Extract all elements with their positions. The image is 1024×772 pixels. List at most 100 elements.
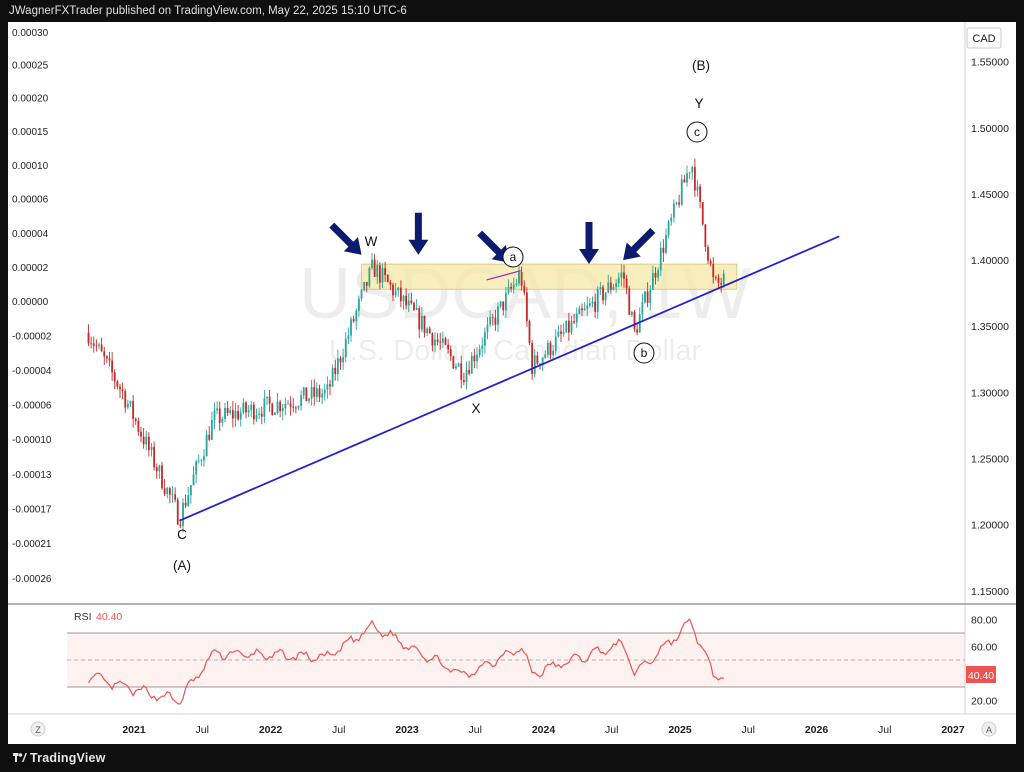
candle-body	[670, 217, 673, 222]
candle-body	[473, 355, 476, 362]
candle-body	[418, 308, 421, 330]
time-tick-label: Jul	[469, 724, 482, 736]
candle-body	[111, 360, 114, 373]
candle-body	[407, 300, 410, 306]
time-tick-label: Jul	[605, 724, 618, 736]
candle-body	[184, 502, 187, 506]
candle-body	[98, 344, 100, 346]
chart-svg[interactable]: USDCAD, 1W U.S. Dollar / Canadian Dollar…	[8, 22, 1016, 744]
candle-body	[342, 357, 345, 363]
candle-body	[570, 321, 573, 333]
candle-body	[297, 406, 300, 408]
candle-body	[649, 289, 652, 303]
candle-body	[657, 270, 660, 278]
candle-body	[546, 342, 549, 355]
price-tick-label: 1.20000	[971, 520, 1009, 532]
left-scale-label: 0.00020	[12, 93, 49, 104]
candle-body	[667, 221, 670, 236]
candle-body	[171, 494, 174, 496]
arrow-down-icon	[623, 227, 656, 261]
candle-body	[510, 286, 513, 289]
candle-body	[218, 408, 221, 423]
candle-body	[174, 494, 177, 500]
candle-body	[717, 277, 720, 284]
wave-label-Y: Y	[694, 96, 703, 111]
arrow-down-icon	[477, 230, 510, 263]
candle-body	[531, 343, 534, 374]
candle-body	[638, 314, 641, 333]
price-tick-label: 1.35000	[971, 321, 1009, 333]
candle-body	[92, 343, 95, 346]
candle-body	[536, 355, 539, 364]
candle-body	[113, 372, 116, 382]
publisher-header: JWagnerFXTrader published on TradingView…	[0, 0, 1024, 22]
candle-body	[289, 403, 292, 407]
price-tick-label: 1.40000	[971, 255, 1009, 267]
candle-body	[617, 277, 620, 284]
candle-body	[525, 292, 528, 322]
candle-body	[347, 335, 350, 339]
time-tick-label: 2021	[122, 724, 146, 736]
candle-body	[583, 308, 586, 311]
candle-body	[229, 410, 232, 413]
candle-body	[250, 404, 253, 411]
candle-body	[520, 272, 523, 286]
price-tick-label: 1.25000	[971, 454, 1009, 466]
left-scale-label: 0.00010	[12, 161, 49, 172]
candle-body	[329, 384, 331, 387]
candle-body	[633, 311, 636, 330]
candle-body	[672, 203, 675, 218]
candle-body	[704, 224, 707, 247]
candle-body	[239, 412, 242, 420]
candle-body	[709, 260, 712, 264]
currency-badge[interactable]	[966, 27, 1002, 49]
rsi-value-badge	[966, 666, 996, 683]
candle-body	[119, 386, 121, 390]
left-scale-label: -0.00002	[12, 332, 52, 343]
candle-body	[665, 235, 667, 253]
candle-body	[528, 321, 531, 344]
candle-body	[636, 329, 639, 333]
candle-body	[271, 403, 274, 415]
candle-body	[578, 308, 581, 314]
candle-body	[268, 396, 271, 404]
candle-body	[431, 333, 434, 346]
candle-body	[150, 446, 153, 451]
candle-body	[680, 179, 683, 205]
candle-body	[129, 401, 132, 404]
candle-body	[683, 179, 686, 183]
auto-scale-button[interactable]: A	[981, 721, 997, 737]
candle-body	[691, 167, 694, 173]
scale-mode-button[interactable]: Z	[30, 721, 46, 737]
candle-body	[449, 349, 452, 357]
candle-body	[313, 387, 316, 397]
price-tick-label: 1.45000	[971, 189, 1009, 201]
candle-body	[468, 370, 471, 374]
candle-body	[315, 388, 318, 397]
candle-body	[368, 267, 371, 286]
candle-body	[155, 467, 158, 472]
price-tick-label: 1.55000	[971, 57, 1009, 69]
left-scale-label: 0.00002	[12, 263, 49, 274]
candle-body	[686, 173, 688, 183]
candle-body	[252, 404, 255, 420]
candle-body	[287, 403, 289, 405]
candle-body	[231, 410, 234, 419]
chart-frame[interactable]: USDCAD, 1W U.S. Dollar / Canadian Dollar…	[8, 22, 1016, 744]
trend-line[interactable]	[179, 235, 840, 522]
candle-body	[203, 456, 205, 461]
left-scale-label: -0.00013	[12, 470, 52, 481]
candle-body	[623, 272, 625, 279]
candle-body	[344, 338, 347, 358]
candle-body	[654, 272, 657, 278]
arrow-down-icon	[329, 222, 362, 255]
resistance-zone	[361, 263, 738, 290]
time-axis[interactable]: 2021 Jul 2022 Jul 2023 Jul 2024 Jul 2025 Jul 2026 J…	[122, 724, 965, 736]
price-axis[interactable]: 1.15000 1.20000 1.25000 1.30000 1.35000 1.400…	[971, 57, 1009, 598]
candle-body	[565, 320, 568, 333]
time-tick-label: Jul	[742, 724, 755, 736]
candle-body	[675, 202, 678, 204]
wave-label-b-circle: b	[633, 342, 655, 364]
candle-body	[281, 408, 284, 412]
candle-body	[707, 246, 709, 261]
